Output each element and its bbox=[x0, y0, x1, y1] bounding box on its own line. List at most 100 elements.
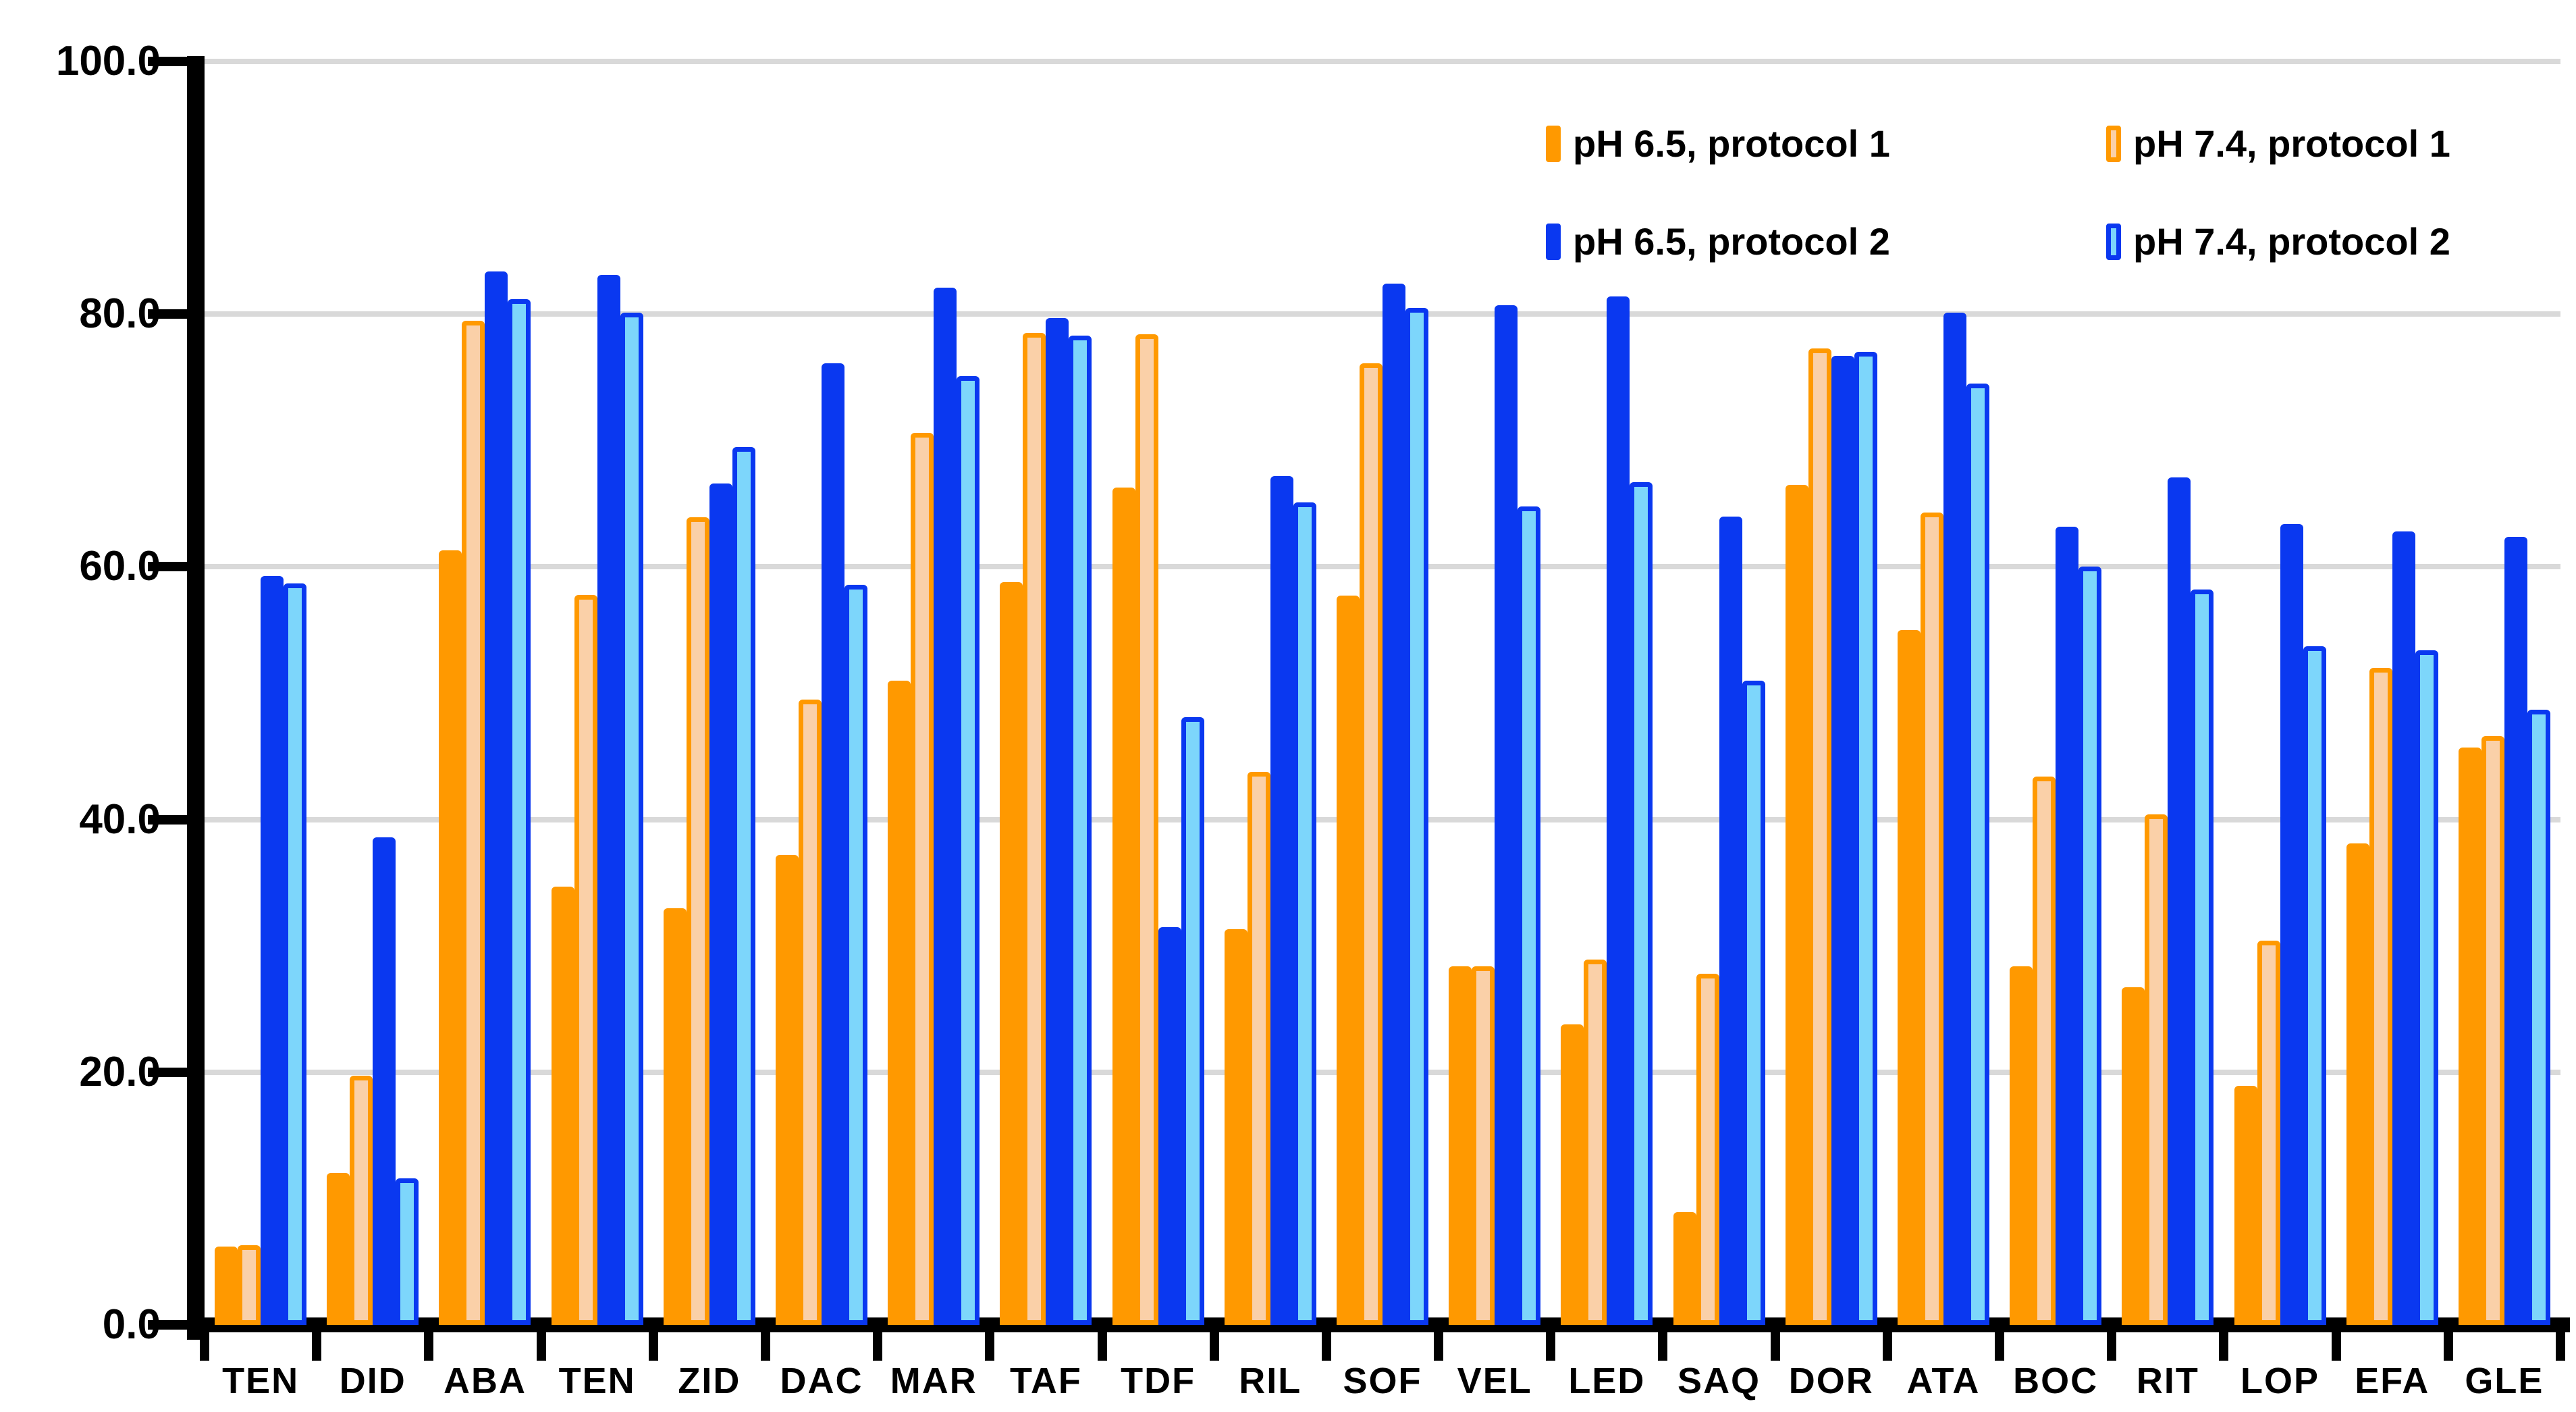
legend-item-2: pH 7.4, protocol 1 bbox=[2106, 122, 2450, 165]
y-axis-line bbox=[187, 56, 205, 1340]
x-axis-label-led: LED bbox=[1568, 1361, 1646, 1401]
x-axis-label-tdf: TDF bbox=[1121, 1361, 1196, 1401]
bar-lop-series3 bbox=[2280, 523, 2303, 1325]
bar-dor-series3 bbox=[1831, 355, 1854, 1325]
bar-mar-series4 bbox=[957, 375, 980, 1325]
bar-led-series2 bbox=[1584, 960, 1607, 1325]
bar-ata-series1 bbox=[1897, 629, 1921, 1325]
bar-boc-series4 bbox=[2078, 567, 2102, 1325]
bar-lop-series1 bbox=[2234, 1086, 2257, 1325]
bar-zid-series3 bbox=[709, 483, 732, 1325]
y-axis-tick-100 bbox=[148, 57, 187, 66]
legend-item-3: pH 6.5, protocol 2 bbox=[1546, 219, 1890, 263]
bar-efa-series4 bbox=[2415, 650, 2438, 1325]
bar-sof-series2 bbox=[1359, 363, 1383, 1325]
y-axis-tick-20 bbox=[148, 1067, 187, 1077]
x-axis-tick bbox=[2107, 1332, 2117, 1361]
legend-label-4: pH 7.4, protocol 2 bbox=[2133, 220, 2450, 263]
bar-did-series1 bbox=[327, 1173, 350, 1325]
bar-tdf-series4 bbox=[1181, 717, 1204, 1325]
legend-label-1: pH 6.5, protocol 1 bbox=[1573, 122, 1890, 165]
bar-ten-series1 bbox=[215, 1247, 238, 1325]
x-axis-label-dac: DAC bbox=[780, 1361, 863, 1401]
bar-ata-series4 bbox=[1966, 384, 1989, 1325]
y-axis-tick-label: 100.0 bbox=[55, 38, 161, 84]
bar-zid-series4 bbox=[732, 446, 755, 1325]
x-axis-tick bbox=[985, 1332, 995, 1361]
x-axis-label-zid: ZID bbox=[678, 1361, 741, 1401]
x-axis-tick bbox=[200, 1332, 209, 1361]
bar-vel-series1 bbox=[1449, 966, 1472, 1325]
bar-group-zid-4 bbox=[653, 61, 766, 1325]
legend-swatch-1 bbox=[1546, 125, 1561, 162]
x-axis-tick bbox=[1209, 1332, 1219, 1361]
legend-swatch-2 bbox=[2106, 125, 2121, 162]
bar-dor-series2 bbox=[1808, 348, 1831, 1325]
bar-zid-series1 bbox=[663, 908, 687, 1325]
x-axis-label-gle: GLE bbox=[2465, 1361, 2544, 1401]
x-axis-label-mar: MAR bbox=[890, 1361, 977, 1401]
bar-ten-series2 bbox=[574, 594, 597, 1325]
x-axis-tick bbox=[2556, 1332, 2565, 1361]
bar-group-ten-3 bbox=[541, 61, 653, 1325]
bar-rit-series2 bbox=[2145, 814, 2168, 1325]
bar-efa-series2 bbox=[2369, 668, 2392, 1325]
bar-mar-series3 bbox=[934, 287, 957, 1325]
bar-ten-series3 bbox=[261, 575, 284, 1325]
bar-taf-series2 bbox=[1023, 333, 1046, 1325]
bar-gle-series2 bbox=[2481, 736, 2504, 1325]
bar-group-efa-19 bbox=[2336, 61, 2448, 1325]
bar-did-series2 bbox=[350, 1076, 373, 1325]
bar-group-rit-17 bbox=[2112, 61, 2224, 1325]
bar-aba-series4 bbox=[508, 298, 531, 1325]
bar-ril-series1 bbox=[1224, 929, 1247, 1325]
bar-saq-series4 bbox=[1742, 680, 1765, 1325]
y-axis-tick-80 bbox=[148, 309, 187, 319]
bar-led-series1 bbox=[1561, 1024, 1584, 1325]
x-axis-tick bbox=[2331, 1332, 2341, 1361]
bar-dor-series1 bbox=[1785, 484, 1808, 1325]
bar-vel-series3 bbox=[1495, 305, 1518, 1325]
x-axis-label-sof: SOF bbox=[1343, 1361, 1422, 1401]
bar-taf-series1 bbox=[1000, 581, 1023, 1325]
bar-rit-series1 bbox=[2122, 987, 2145, 1325]
bar-group-aba-2 bbox=[429, 61, 541, 1325]
bar-group-tdf-8 bbox=[1102, 61, 1214, 1325]
y-axis-tick-label: 40.0 bbox=[79, 795, 161, 843]
x-axis-label-ten: TEN bbox=[222, 1361, 300, 1401]
legend-swatch-4 bbox=[2106, 223, 2121, 260]
bar-tdf-series2 bbox=[1135, 334, 1158, 1325]
bar-ten-series4 bbox=[284, 583, 307, 1325]
bar-lop-series2 bbox=[2257, 941, 2280, 1325]
bar-dac-series4 bbox=[844, 584, 868, 1325]
bar-ata-series2 bbox=[1920, 512, 1943, 1325]
bar-ten-series2 bbox=[238, 1245, 261, 1325]
bar-ril-series3 bbox=[1270, 475, 1293, 1325]
bar-efa-series1 bbox=[2346, 843, 2369, 1325]
bar-group-did-1 bbox=[317, 61, 429, 1325]
bar-efa-series3 bbox=[2392, 531, 2415, 1325]
x-axis-label-ril: RIL bbox=[1239, 1361, 1302, 1401]
x-axis-label-ata: ATA bbox=[1906, 1361, 1981, 1401]
bar-dac-series3 bbox=[822, 363, 845, 1325]
bar-group-saq-13 bbox=[1663, 61, 1775, 1325]
x-axis-tick bbox=[312, 1332, 322, 1361]
bar-aba-series2 bbox=[462, 320, 485, 1325]
x-axis-tick bbox=[1770, 1332, 1780, 1361]
bar-saq-series3 bbox=[1719, 516, 1742, 1325]
x-axis-tick bbox=[1434, 1332, 1444, 1361]
x-axis-label-ten: TEN bbox=[558, 1361, 636, 1401]
bar-ten-series3 bbox=[597, 275, 620, 1325]
legend-label-3: pH 6.5, protocol 2 bbox=[1573, 220, 1890, 263]
bar-mar-series2 bbox=[911, 433, 934, 1325]
x-axis-label-efa: EFA bbox=[2355, 1361, 2430, 1401]
x-axis-label-aba: ABA bbox=[443, 1361, 527, 1401]
x-axis-label-did: DID bbox=[339, 1361, 406, 1401]
bar-tdf-series3 bbox=[1158, 926, 1181, 1325]
bar-ten-series4 bbox=[620, 313, 643, 1325]
bar-did-series3 bbox=[373, 837, 396, 1325]
bar-aba-series1 bbox=[439, 550, 462, 1325]
legend-item-4: pH 7.4, protocol 2 bbox=[2106, 219, 2450, 263]
bar-group-gle-20 bbox=[2448, 61, 2560, 1325]
bar-led-series3 bbox=[1607, 296, 1630, 1325]
